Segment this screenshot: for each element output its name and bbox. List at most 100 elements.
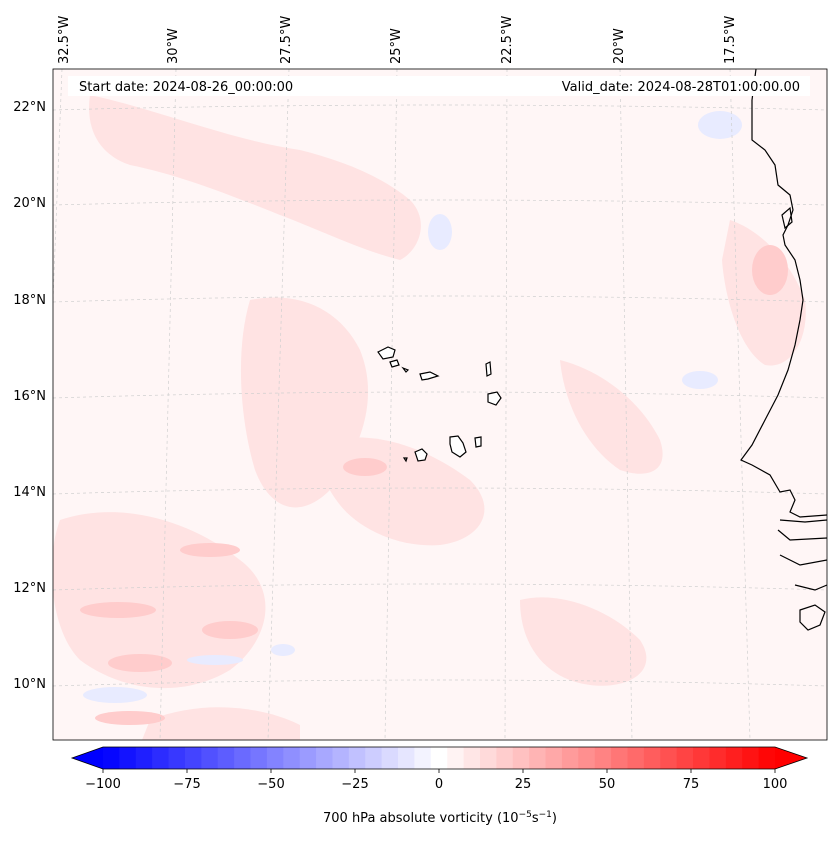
colorbar-bin: [201, 747, 219, 769]
negative-area-5: [682, 371, 718, 389]
colorbar-label: 700 hPa absolute vorticity (10−5s−1): [323, 810, 557, 826]
colorbar-bin: [135, 747, 153, 769]
colorbar-bin: [676, 747, 694, 769]
cape-verde-islands: [377, 346, 502, 463]
lon-label-17-5w: 17.5°W: [723, 16, 738, 64]
colorbar-label-text: 700 hPa absolute vorticity (10: [323, 811, 519, 826]
island-sao-vicente: [389, 359, 400, 368]
colorbar-ticks: −100 −75 −50 −25 0 25 50 75 100: [85, 769, 787, 792]
vorticity-maximum-5: [343, 458, 387, 476]
colorbar-bin: [184, 747, 202, 769]
lon-label-20w: 20°W: [612, 28, 627, 64]
colorbar-bin: [316, 747, 334, 769]
lon-label-25w: 25°W: [389, 28, 404, 64]
colorbar-bin: [430, 747, 448, 769]
colorbar-bin: [414, 747, 432, 769]
graticule: [53, 69, 827, 740]
start-date-label: Start date: 2024-08-26_00:00:00: [79, 80, 293, 95]
lon-label-30w: 30°W: [166, 28, 181, 64]
parallel-16n: [53, 391, 827, 399]
negative-area-1: [83, 687, 147, 703]
colorbar-bin: [299, 747, 317, 769]
island-fogo: [414, 448, 428, 462]
island-maio: [474, 436, 482, 448]
island-santiago: [449, 435, 467, 458]
map-frame: [52, 68, 828, 741]
colorbar-label-close: ): [552, 811, 557, 826]
valid-date-label: Valid_date: 2024-08-28T01:00:00.00: [562, 80, 800, 95]
colorbar-label-unit: s: [532, 811, 539, 826]
lon-label-27-5w: 27.5°W: [279, 16, 294, 64]
colorbar-tick-label: 25: [515, 777, 532, 792]
colorbar-bin: [348, 747, 366, 769]
colorbar-low-extension: [72, 747, 103, 769]
vorticity-maximum-7: [752, 245, 788, 295]
date-label-box: [68, 76, 810, 96]
coastline: [740, 69, 827, 631]
vorticity-band-east: [560, 360, 663, 474]
meridian-30w: [159, 69, 177, 740]
colorbar-bin: [234, 747, 252, 769]
lon-label-22-5w: 22.5°W: [500, 16, 515, 64]
colorbar-bin: [152, 747, 170, 769]
colorbar-bin: [512, 747, 530, 769]
positive-vorticity-areas: [53, 95, 806, 740]
colorbar-bin: [594, 747, 612, 769]
colorbar-bin: [250, 747, 268, 769]
colorbar-label-exponent-2: −1: [539, 810, 552, 820]
colorbar-bin: [103, 747, 120, 769]
colorbar-bin: [627, 747, 645, 769]
colorbar-tick-label: 100: [763, 777, 788, 792]
vorticity-maximum-2: [80, 602, 156, 618]
colorbar-tick-label: 0: [435, 777, 443, 792]
coastline-guinea-bissau: [799, 604, 826, 631]
latitude-labels: 22°N 20°N 18°N 16°N 14°N 12°N 10°N: [13, 100, 46, 692]
meridian-32-5w: [53, 69, 63, 301]
parallel-14n: [53, 487, 827, 495]
colorbar-bin: [709, 747, 727, 769]
negative-area-3: [271, 644, 295, 656]
colorbar-bin: [217, 747, 235, 769]
lat-label-12n: 12°N: [13, 581, 46, 596]
colorbar-bin: [447, 747, 465, 769]
meridian-27-5w: [267, 69, 290, 740]
colorbar-high-extension: [775, 747, 807, 769]
island-boa-vista: [487, 391, 502, 406]
meridian-25w: [384, 69, 398, 740]
colorbar-bin: [496, 747, 514, 769]
colorbar: −100 −75 −50 −25 0 25 50 75 100 700 hPa absolute…: [70, 746, 809, 826]
colorbar-bin: [463, 747, 481, 769]
meridian-22-5w: [504, 69, 508, 740]
colorbar-bins: [103, 747, 776, 769]
coastal-feature: [781, 206, 793, 230]
colorbar-tick-label: 75: [683, 777, 700, 792]
colorbar-bin: [119, 747, 137, 769]
negative-area-4: [698, 111, 742, 139]
negative-area-6: [428, 214, 452, 250]
parallel-10n: [53, 679, 827, 687]
colorbar-bin: [398, 747, 416, 769]
meridian-20w: [619, 69, 633, 740]
colorbar-bin: [479, 747, 497, 769]
lat-label-10n: 10°N: [13, 677, 46, 692]
colorbar-bin: [578, 747, 596, 769]
colorbar-tick-label: 50: [599, 777, 616, 792]
parallel-12n: [53, 583, 827, 591]
vorticity-band-southeast: [520, 597, 647, 686]
meridian-17-5w: [729, 69, 751, 740]
island-sao-nicolau: [419, 371, 440, 381]
colorbar-bin: [545, 747, 563, 769]
lat-label-22n: 22°N: [13, 100, 46, 115]
vorticity-band-south: [142, 707, 300, 740]
colorbar-tick-label: −75: [173, 777, 200, 792]
lat-label-20n: 20°N: [13, 196, 46, 211]
colorbar-tick-label: −100: [85, 777, 121, 792]
colorbar-bin: [283, 747, 301, 769]
colorbar-bin: [693, 747, 711, 769]
strong-positive-vorticity: [80, 245, 788, 725]
colorbar-bin: [742, 747, 760, 769]
colorbar-tick-label: −25: [341, 777, 368, 792]
lon-label-32-5w: 32.5°W: [57, 16, 72, 64]
